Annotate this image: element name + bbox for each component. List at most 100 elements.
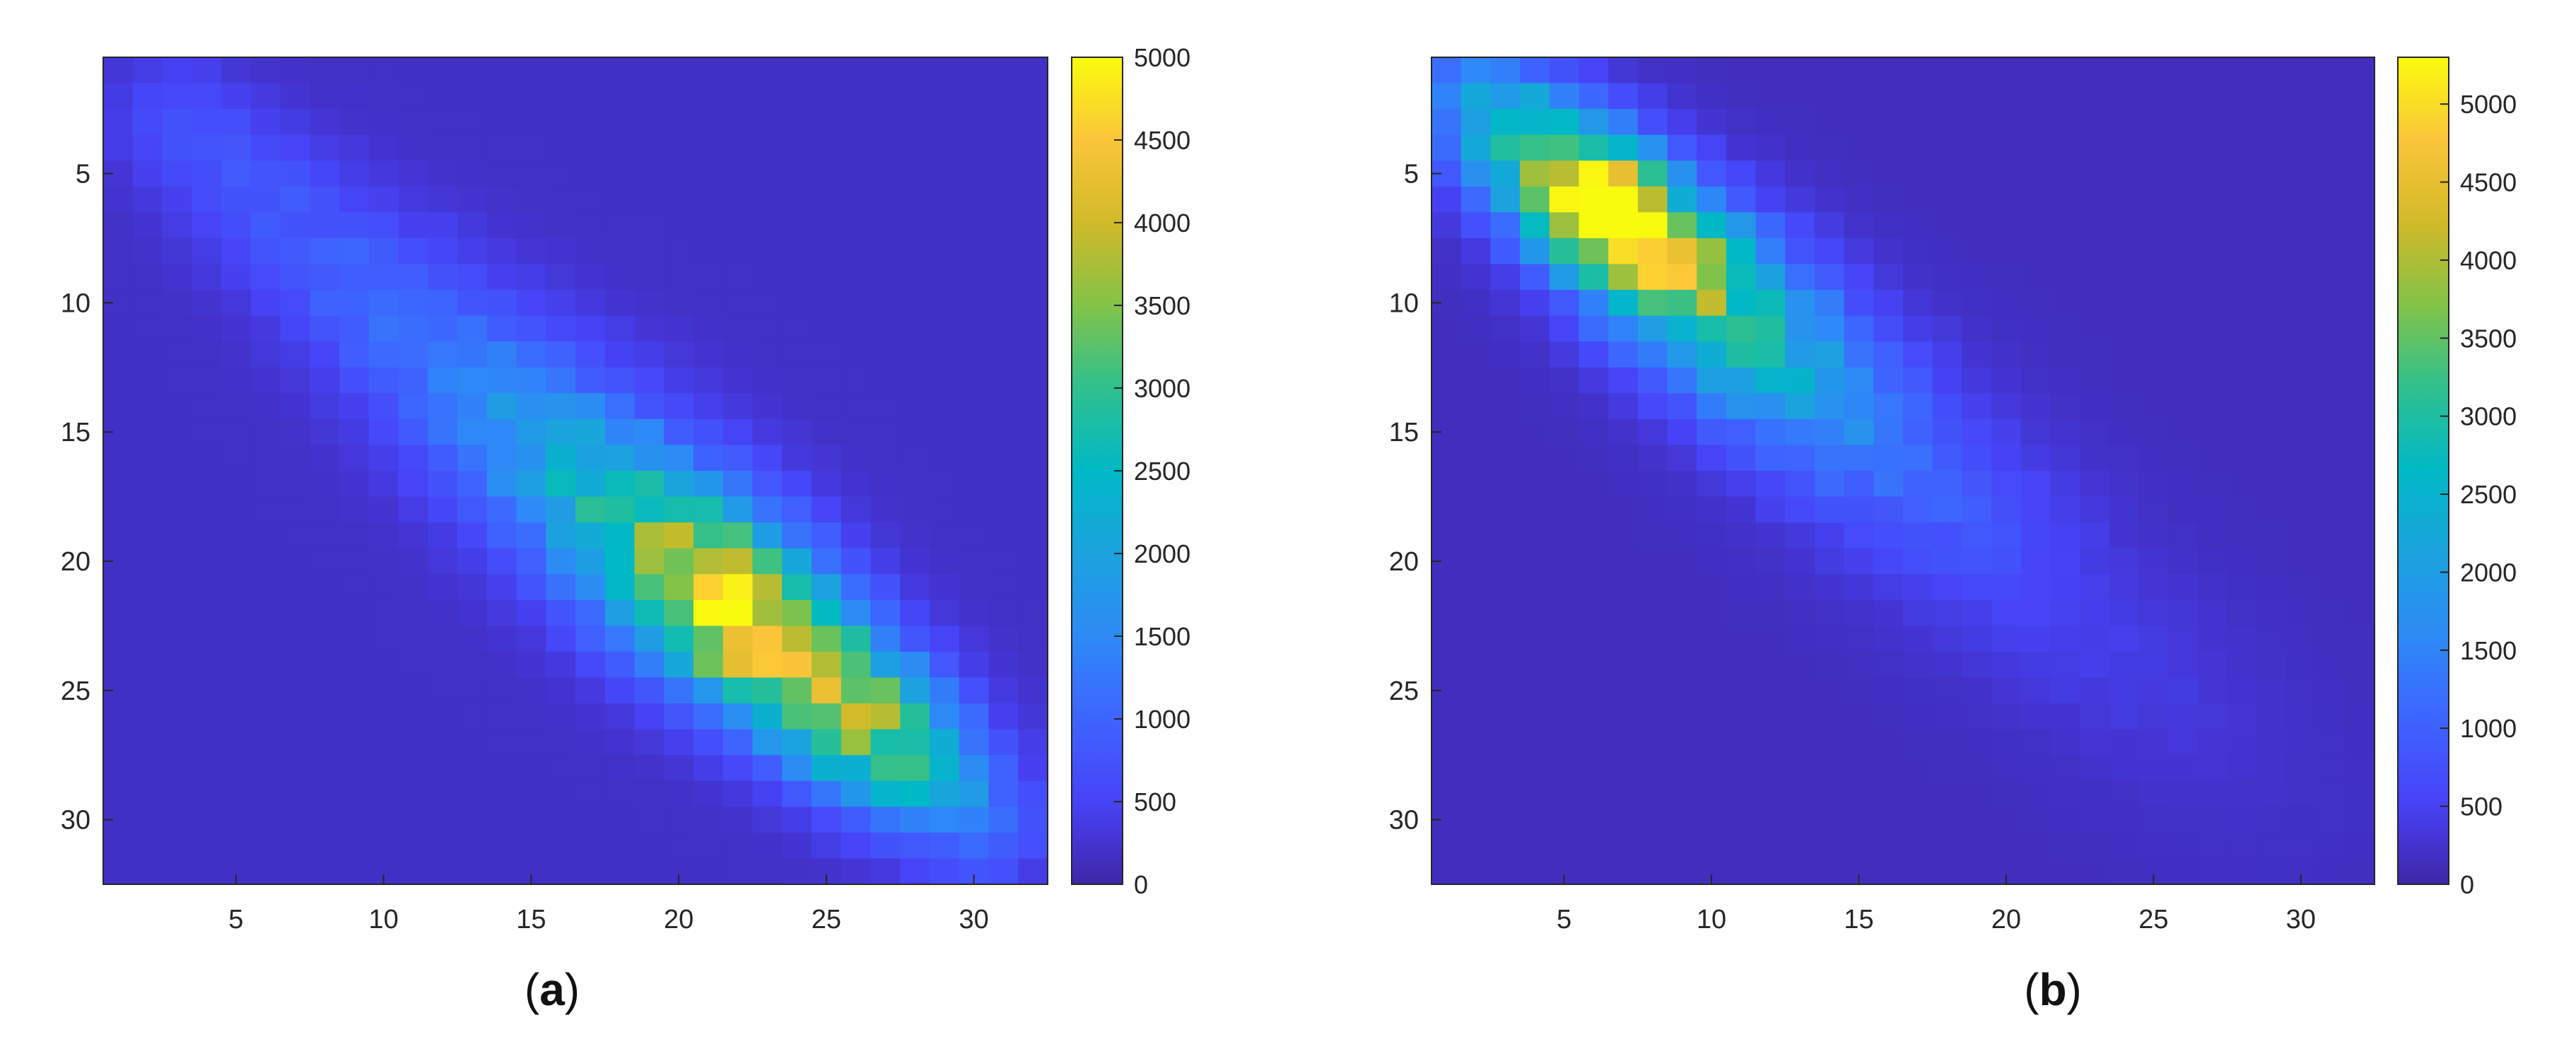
- heatmap-cell: [2050, 496, 2080, 523]
- heatmap-cell: [1873, 858, 1904, 885]
- heatmap-cell: [280, 729, 310, 756]
- heatmap-cell: [428, 626, 458, 652]
- heatmap-cell: [428, 264, 458, 291]
- heatmap-cell: [930, 599, 960, 626]
- heatmap-cell: [2168, 626, 2199, 652]
- heatmap-cell: [2256, 496, 2287, 523]
- heatmap-panel-b: 5 10 15 20 25 3051015202530050010001500200025…: [1389, 57, 2517, 1015]
- heatmap-cell: [812, 393, 842, 420]
- heatmap-cell: [1903, 393, 1933, 420]
- heatmap-cell: [575, 522, 606, 549]
- heatmap-cell: [192, 264, 222, 291]
- heatmap-cell: [1785, 238, 1815, 265]
- heatmap-cell: [546, 729, 576, 756]
- heatmap-cell: [2227, 522, 2257, 549]
- heatmap-cell: [1608, 290, 1639, 317]
- heatmap-cell: [132, 677, 163, 704]
- heatmap-cell: [1697, 729, 1727, 756]
- heatmap-cell: [2020, 367, 2051, 394]
- heatmap-cell: [1697, 651, 1727, 679]
- heatmap-cell: [2138, 651, 2169, 679]
- heatmap-cell: [1697, 677, 1727, 704]
- colorbar-tick-label: 4500: [1134, 126, 1190, 155]
- y-tick-label: 15: [61, 418, 90, 447]
- heatmap-cell: [2197, 755, 2228, 782]
- heatmap-cell: [870, 729, 901, 756]
- heatmap-cell: [1932, 755, 1962, 782]
- heatmap-cell: [1608, 780, 1639, 807]
- heatmap-cell: [103, 109, 134, 136]
- heatmap-cell: [604, 238, 636, 265]
- x-tick-label: 30: [2286, 905, 2316, 934]
- heatmap-cell: [1932, 599, 1962, 626]
- heatmap-cell: [1785, 367, 1815, 394]
- heatmap-cell: [2256, 134, 2287, 161]
- heatmap-cell: [2197, 393, 2228, 420]
- heatmap-cell: [1637, 238, 1668, 265]
- heatmap-cell: [604, 341, 636, 368]
- heatmap-cell: [368, 418, 399, 446]
- heatmap-cell: [368, 807, 399, 833]
- heatmap-cell: [1579, 651, 1609, 679]
- heatmap-cell: [2315, 57, 2346, 84]
- heatmap-cell: [1785, 729, 1815, 756]
- heatmap-cell: [310, 548, 340, 575]
- heatmap-cell: [1755, 471, 1786, 498]
- heatmap-cell: [2020, 134, 2051, 161]
- heatmap-cell: [1873, 807, 1904, 833]
- heatmap-cell: [2050, 780, 2080, 807]
- heatmap-cell: [1785, 393, 1815, 420]
- heatmap-cell: [1667, 393, 1697, 420]
- heatmap-cell: [2256, 290, 2287, 317]
- heatmap-cell: [1991, 780, 2022, 807]
- heatmap-cell: [2020, 445, 2051, 471]
- heatmap-cell: [693, 238, 724, 265]
- heatmap-cell: [457, 574, 488, 601]
- heatmap-cell: [2080, 574, 2110, 601]
- heatmap-cell: [959, 393, 990, 420]
- heatmap-cell: [900, 445, 930, 471]
- heatmap-cell: [221, 186, 252, 213]
- heatmap-cell: [1844, 574, 1874, 601]
- heatmap-cell: [752, 212, 783, 239]
- heatmap-cell: [930, 522, 960, 549]
- heatmap-cell: [722, 522, 754, 549]
- heatmap-cell: [1637, 393, 1668, 420]
- heatmap-cell: [310, 160, 340, 187]
- heatmap-cell: [2050, 393, 2080, 420]
- heatmap-cell: [752, 57, 783, 84]
- heatmap-cell: [310, 367, 340, 394]
- heatmap-cell: [870, 574, 901, 601]
- heatmap-cell: [1991, 703, 2022, 730]
- heatmap-cell: [1667, 496, 1697, 523]
- heatmap-cell: [634, 496, 665, 523]
- heatmap-cell: [930, 755, 960, 782]
- y-tick-label: 30: [61, 806, 90, 836]
- heatmap-cell: [1579, 626, 1609, 652]
- heatmap-cell: [546, 832, 576, 860]
- heatmap-cell: [1460, 57, 1491, 84]
- heatmap-cell: [782, 83, 812, 110]
- heatmap-cell: [2168, 57, 2199, 84]
- heatmap-cell: [310, 651, 340, 679]
- heatmap-cell: [2020, 807, 2051, 833]
- heatmap-cell: [368, 651, 399, 679]
- heatmap-cell: [1608, 703, 1639, 730]
- heatmap-cell: [192, 160, 222, 187]
- heatmap-cell: [192, 134, 222, 161]
- heatmap-cell: [1608, 212, 1639, 239]
- heatmap-cell: [1697, 703, 1727, 730]
- heatmap-cell: [162, 238, 192, 265]
- heatmap-cell: [1637, 574, 1668, 601]
- heatmap-cell: [103, 471, 134, 498]
- heatmap-cell: [2138, 315, 2169, 342]
- heatmap-cell: [1785, 703, 1815, 730]
- heatmap-cell: [604, 134, 636, 161]
- heatmap-cell: [339, 134, 370, 161]
- heatmap-cell: [1873, 703, 1904, 730]
- heatmap-cell: [2138, 212, 2169, 239]
- heatmap-cell: [192, 832, 222, 860]
- heatmap-cell: [280, 858, 310, 885]
- heatmap-cell: [486, 57, 517, 84]
- heatmap-cell: [1432, 522, 1462, 549]
